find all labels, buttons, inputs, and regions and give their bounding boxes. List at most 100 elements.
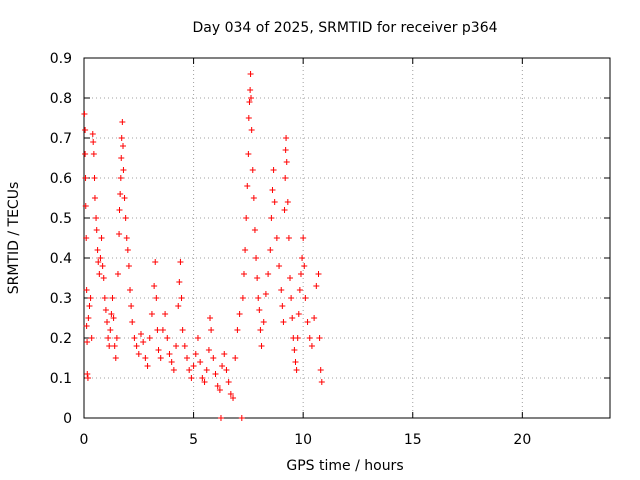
x-axis-label: GPS time / hours [286,458,403,474]
data-point [217,415,224,421]
data-point [114,271,121,277]
data-point [90,151,97,157]
data-point [100,275,107,281]
data-point [86,303,93,309]
data-point [299,255,306,261]
data-point [239,295,246,301]
data-point [253,255,260,261]
data-point [194,335,201,341]
data-point [214,383,221,389]
data-point [164,335,171,341]
data-point [197,359,204,365]
data-point [154,327,161,333]
y-tick-label: 0.7 [50,131,72,147]
data-point [121,195,128,201]
data-point [166,351,173,357]
data-point [173,343,180,349]
data-point [205,347,212,353]
data-point [87,295,94,301]
x-tick-label: 5 [189,432,198,448]
data-point [271,199,278,205]
y-axis-tick-labels: 0 0.1 0.2 0.3 0.4 0.5 0.6 0.7 0.8 0.9 [50,51,72,427]
data-point [117,175,124,181]
data-point [88,335,95,341]
data-point [176,279,183,285]
data-point [84,339,91,345]
data-point [256,307,263,313]
data-point [216,387,223,393]
data-point [201,379,208,385]
data-point [179,327,186,333]
data-point [89,131,96,137]
data-point [243,215,250,221]
data-point [282,175,289,181]
data-point [123,235,130,241]
data-point [254,275,261,281]
data-point [300,235,307,241]
data-point [225,379,232,385]
data-point [93,215,100,221]
y-tick-label: 0.9 [50,51,72,67]
data-point [157,355,164,361]
data-point [257,327,264,333]
data-point [311,315,318,321]
data-point [133,343,140,349]
data-point [94,247,101,253]
data-point [83,287,90,293]
data-point [116,207,123,213]
data-point [122,215,129,221]
data-point [83,323,90,329]
data-point [294,335,301,341]
data-point [304,319,311,325]
data-point [301,263,308,269]
data-point [118,155,125,161]
data-point [247,87,254,93]
data-point [137,331,144,337]
data-point [91,175,98,181]
data-point [135,351,142,357]
data-point [152,259,159,265]
data-point [306,335,313,341]
data-point [90,139,97,145]
data-point [246,99,253,105]
data-point [102,307,109,313]
data-point [178,295,185,301]
y-tick-label: 0 [63,411,72,427]
data-point [289,315,296,321]
data-point [84,371,91,377]
x-tick-label: 0 [80,432,89,448]
data-point [82,151,89,157]
axis-ticks [83,57,610,419]
data-point [315,271,322,277]
data-point [82,203,89,209]
y-tick-label: 0.6 [50,171,72,187]
data-point [119,119,126,125]
y-tick-label: 0.1 [50,371,72,387]
data-point [190,363,197,369]
data-point [240,271,247,277]
data-point [302,295,309,301]
data-point [280,319,287,325]
data-point [109,295,116,301]
data-point [170,367,177,373]
data-point [186,367,193,373]
data-point [120,167,127,173]
data-point [227,391,234,397]
data-point [101,295,108,301]
data-point [125,263,132,269]
data-point [255,295,262,301]
data-point [111,343,118,349]
data-point [192,351,199,357]
data-point [249,167,256,173]
data-point [110,315,117,321]
data-point [184,355,191,361]
data-point [223,367,230,373]
data-point [221,351,228,357]
data-point [247,71,254,77]
data-point [118,135,125,141]
data-point [207,315,214,321]
plot-area-border [83,57,611,419]
data-point [116,231,123,237]
chart-title: Day 034 of 2025, SRMTID for receiver p36… [192,20,497,36]
data-point [128,303,135,309]
